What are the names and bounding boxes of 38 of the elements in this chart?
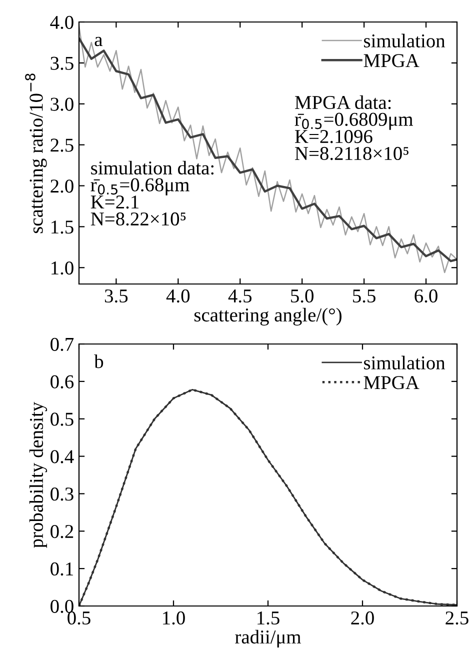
x-tick-label: 2.5 bbox=[446, 611, 468, 625]
y-tick-label: 0.4 bbox=[50, 450, 74, 464]
y-tick-label: 0.6 bbox=[50, 375, 74, 388]
y-tick-label: 0.1 bbox=[50, 562, 73, 576]
y-tick-label: 2.5 bbox=[50, 138, 74, 152]
x-tick-label: 4.0 bbox=[166, 289, 190, 303]
y-tick-label: 1.0 bbox=[52, 261, 74, 275]
y-tick-label: 0.0 bbox=[50, 600, 74, 614]
legend-label: MPGA bbox=[364, 54, 420, 68]
x-tick-label: 3.5 bbox=[104, 289, 128, 303]
annotation: a bbox=[94, 36, 102, 46]
x-tick-label: 1.0 bbox=[163, 611, 185, 625]
legend-label: simulation bbox=[364, 356, 446, 370]
x-axis-title: radii/μm bbox=[235, 630, 301, 648]
annotation: b bbox=[94, 354, 104, 368]
x-tick-label: 6.0 bbox=[414, 289, 438, 303]
annotation: simulation data: r̄$_{0.5}$=0.68μm K=2.1 N=8.22×10⁵ bbox=[90, 160, 214, 226]
legend-label: simulation bbox=[364, 34, 446, 48]
annotation: MPGA data: r̄$_{0.5}$=0.6809μm K=2.1096 N=8.2118×10⁵ bbox=[294, 95, 413, 160]
y-tick-label: 0.3 bbox=[50, 488, 74, 501]
y-axis-title: scattering ratio/10$^{−8}$ bbox=[25, 74, 47, 234]
x-tick-label: 5.5 bbox=[353, 290, 376, 303]
x-tick-label: 5.0 bbox=[291, 289, 314, 303]
y-tick-label: 3.0 bbox=[50, 98, 74, 111]
y-axis-title: probability density bbox=[29, 402, 48, 548]
legend-label: MPGA bbox=[364, 376, 420, 390]
x-tick-label: 4.5 bbox=[228, 290, 252, 303]
x-axis-title: scattering angle/(°) bbox=[194, 308, 342, 326]
y-tick-label: 0.5 bbox=[50, 412, 74, 426]
x-tick-label: 2.0 bbox=[351, 611, 374, 625]
y-tick-label: 4.0 bbox=[50, 16, 74, 30]
x-tick-label: 1.5 bbox=[258, 612, 280, 625]
y-tick-label: 0.2 bbox=[50, 524, 74, 538]
y-tick-label: 2.0 bbox=[50, 180, 74, 193]
x-tick-label: 0.5 bbox=[68, 611, 90, 625]
y-tick-label: 3.5 bbox=[50, 56, 74, 70]
y-tick-label: 0.7 bbox=[50, 338, 74, 352]
y-tick-label: 1.5 bbox=[52, 220, 74, 234]
